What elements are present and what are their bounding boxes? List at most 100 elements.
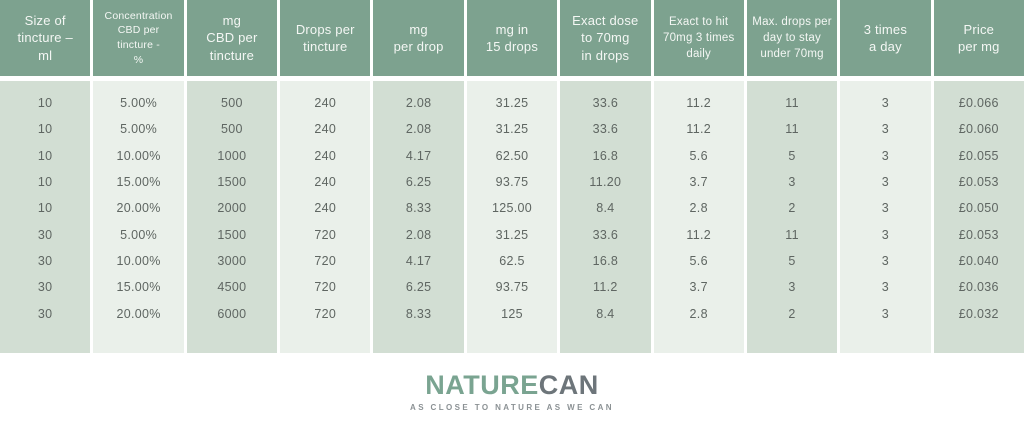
table-cell: 3 bbox=[881, 96, 890, 111]
table-cell: 11 bbox=[785, 227, 799, 242]
table-cell: 4500 bbox=[217, 280, 247, 295]
table-cell: £0.036 bbox=[958, 280, 999, 295]
table-cell: 5 bbox=[788, 148, 796, 163]
table-column-5: 2.08 2.08 4.17 6.25 8.33 2.08 4.17 6.25 8.33 bbox=[373, 81, 464, 353]
table-header-row: Size of tincture – ml Concentration CBD p… bbox=[0, 0, 1024, 76]
table-cell: 11.2 bbox=[593, 280, 618, 295]
table-cell: 5.00% bbox=[120, 96, 158, 111]
table-column-7: 33.6 33.6 16.8 11.20 8.4 33.6 16.8 11.2 8.4 bbox=[560, 81, 651, 353]
table-cell: 15.00% bbox=[116, 175, 161, 190]
table-column-9: 11 11 5 3 2 11 5 3 2 bbox=[746, 81, 838, 353]
table-cell: 62.5 bbox=[499, 253, 525, 268]
table-cell: 3 bbox=[881, 122, 890, 137]
table-cell: £0.050 bbox=[958, 201, 999, 216]
table-cell: 4.17 bbox=[405, 253, 432, 268]
table-cell: 3.7 bbox=[689, 280, 708, 295]
table-cell: 10 bbox=[37, 122, 53, 137]
column-header-10: 3 times a day bbox=[840, 0, 931, 76]
table-column-8: 11.2 11.2 5.6 3.7 2.8 11.2 5.6 3.7 2.8 bbox=[653, 81, 744, 353]
table-cell: 11.2 bbox=[686, 96, 711, 111]
table-cell: 500 bbox=[221, 122, 243, 137]
table-cell: 2.08 bbox=[405, 96, 432, 111]
table-cell: 3000 bbox=[217, 253, 247, 268]
table-cell: 2.08 bbox=[405, 122, 432, 137]
logo-text-nature: NATURE bbox=[425, 369, 539, 400]
table-cell: 11.2 bbox=[686, 122, 711, 137]
table-cell: 720 bbox=[314, 306, 337, 321]
table-cell: 5.00% bbox=[120, 122, 158, 137]
table-cell: 3 bbox=[881, 148, 890, 163]
table-cell: 5.00% bbox=[120, 227, 158, 242]
table-cell: 240 bbox=[314, 148, 337, 163]
table-cell: 3 bbox=[788, 175, 796, 190]
column-header-11: Price per mg bbox=[933, 0, 1024, 76]
table-column-6: 31.25 31.25 62.50 93.75 125.00 31.25 62.5 93.75… bbox=[466, 81, 558, 353]
table-column-2: 5.00% 5.00% 10.00% 15.00% 20.00% 5.00% 10.00% 1… bbox=[93, 81, 184, 353]
table-cell: 2 bbox=[788, 306, 796, 321]
table-cell: 10.00% bbox=[116, 253, 161, 268]
table-cell: 33.6 bbox=[592, 227, 619, 242]
table-cell: 20.00% bbox=[116, 201, 161, 216]
table-cell: 20.00% bbox=[116, 306, 161, 321]
table-cell: 10 bbox=[37, 96, 53, 111]
table-cell: 10 bbox=[37, 175, 53, 190]
table-cell: 2.08 bbox=[405, 227, 432, 242]
table-cell: 2 bbox=[788, 201, 796, 216]
table-cell: 8.4 bbox=[596, 201, 615, 216]
table-column-3: 500 500 1000 1500 2000 1500 3000 4500 6000 bbox=[186, 81, 278, 353]
table-cell: 6000 bbox=[217, 306, 247, 321]
table-cell: £0.040 bbox=[958, 253, 999, 268]
table-cell: 5.6 bbox=[689, 148, 708, 163]
table-cell: 4.17 bbox=[405, 148, 432, 163]
table-cell: 16.8 bbox=[592, 253, 619, 268]
table-cell: 2.8 bbox=[689, 306, 708, 321]
table-body: 10 10 10 10 10 30 30 30 30 5.00% 5.00% 10.00% 15.00%… bbox=[0, 81, 1024, 353]
table-column-11: £0.066 £0.060 £0.055 £0.053 £0.050 £0.053 £0.0… bbox=[933, 81, 1024, 353]
table-cell: £0.032 bbox=[958, 306, 999, 321]
table-cell: 33.6 bbox=[592, 96, 619, 111]
table-cell: 31.25 bbox=[495, 227, 529, 242]
table-cell: 3 bbox=[881, 175, 890, 190]
table-cell: £0.053 bbox=[958, 175, 999, 190]
table-cell: 8.33 bbox=[405, 306, 432, 321]
column-header-5: mg per drop bbox=[373, 0, 464, 76]
table-cell: 3 bbox=[881, 227, 890, 242]
table-cell: £0.060 bbox=[958, 122, 999, 137]
logo-tagline: AS CLOSE TO NATURE AS WE CAN bbox=[410, 402, 614, 412]
table-column-1: 10 10 10 10 10 30 30 30 30 bbox=[0, 81, 91, 353]
table-cell: 3 bbox=[881, 201, 890, 216]
table-cell: 30 bbox=[37, 253, 53, 268]
table-column-4: 240 240 240 240 240 720 720 720 720 bbox=[280, 81, 371, 353]
table-cell: 8.4 bbox=[596, 306, 615, 321]
table-cell: 5 bbox=[788, 253, 796, 268]
table-cell: 10.00% bbox=[116, 148, 161, 163]
table-column-10: 3 3 3 3 3 3 3 3 3 bbox=[840, 81, 931, 353]
table-cell: 33.6 bbox=[592, 122, 619, 137]
table-cell: 31.25 bbox=[495, 96, 529, 111]
table-cell: 31.25 bbox=[495, 122, 529, 137]
column-header-8: Exact to hit 70mg 3 times daily bbox=[653, 0, 744, 76]
table-cell: 3 bbox=[881, 306, 890, 321]
table-cell: 125.00 bbox=[491, 201, 532, 216]
table-cell: 62.50 bbox=[495, 148, 529, 163]
table-cell: 10 bbox=[37, 148, 53, 163]
table-cell: 1500 bbox=[217, 175, 247, 190]
table-cell: 240 bbox=[314, 175, 337, 190]
table-cell: 11 bbox=[785, 96, 799, 111]
column-header-3: mg CBD per tincture bbox=[186, 0, 278, 76]
table-cell: 3 bbox=[881, 280, 890, 295]
column-header-1: Size of tincture – ml bbox=[0, 0, 91, 76]
table-cell: 8.33 bbox=[405, 201, 432, 216]
table-cell: 93.75 bbox=[495, 280, 529, 295]
logo-text-can: CAN bbox=[538, 369, 599, 400]
table-cell: 720 bbox=[314, 280, 337, 295]
table-cell: 240 bbox=[314, 96, 337, 111]
table-cell: 3 bbox=[788, 280, 796, 295]
logo-wordmark: NATURECAN bbox=[0, 369, 1024, 400]
column-header-7: Exact dose to 70mg in drops bbox=[560, 0, 651, 76]
naturecan-logo: NATURECAN AS CLOSE TO NATURE AS WE CAN bbox=[0, 369, 1024, 412]
table-cell: £0.066 bbox=[958, 96, 999, 111]
table-cell: 11.2 bbox=[686, 227, 711, 242]
table-cell: 15.00% bbox=[116, 280, 161, 295]
